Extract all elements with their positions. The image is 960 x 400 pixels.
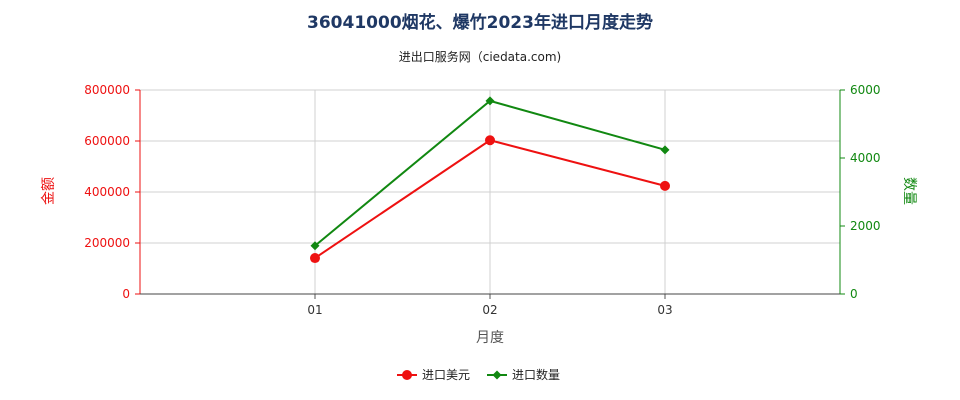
data-point-value [660,180,670,191]
grid-lines [140,89,840,294]
y-right-tick-label: 6000 [850,83,881,97]
data-point-quantity [485,96,495,106]
y-right-tick-label: 4000 [850,151,881,165]
x-tick-label: 01 [307,303,322,317]
legend-marker-quantity [492,370,502,380]
chart-subtitle: 进出口服务网（ciedata.com) [399,49,561,64]
y-left-tick-label: 200000 [84,236,130,250]
legend-label-value: 进口美元 [422,368,470,382]
data-point-value [310,253,320,264]
legend-marker-value [402,370,412,380]
legend[interactable]: 进口美元 进口数量 [397,367,560,382]
x-tick-label: 02 [482,303,497,317]
y-right-tick-label: 0 [850,287,858,301]
y-left-tick-label: 400000 [84,185,130,199]
data-point-quantity [660,145,670,155]
x-tick-label: 03 [657,303,672,317]
y-axis-right-title: 数量 [901,177,917,205]
series-group [310,96,670,264]
y-left-tick-label: 0 [122,287,130,301]
x-axis-title: 月度 [476,330,504,346]
y-left-tick-label: 600000 [84,134,130,148]
data-point-quantity [310,241,320,251]
y-axis-left-title: 金额 [41,177,57,205]
legend-label-quantity: 进口数量 [512,367,560,382]
axes [135,89,845,299]
y-left-tick-label: 800000 [84,83,130,97]
chart-title: 36041000烟花、爆竹2023年进口月度走势 [307,12,653,33]
tick-labels: 0 200000 400000 600000 800000 01 02 03 0 2000 4000… [84,83,880,317]
data-point-value [485,135,495,146]
y-right-tick-label: 2000 [850,219,881,233]
